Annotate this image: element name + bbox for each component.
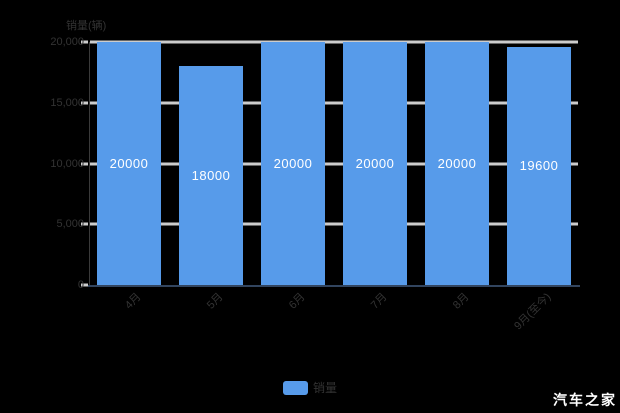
- bar-8月[interactable]: 20000: [425, 42, 489, 285]
- x-axis-label: 4月: [122, 291, 144, 312]
- bar-5月[interactable]: 18000: [179, 66, 243, 285]
- y-tick-label: 20,000: [50, 36, 84, 48]
- gridline: [90, 222, 578, 226]
- x-axis-label: 9月(至今): [512, 291, 554, 333]
- gridline: [90, 101, 578, 105]
- legend[interactable]: 销量: [0, 379, 620, 396]
- y-axis-tick: [81, 101, 88, 105]
- gridline: [90, 162, 578, 165]
- y-axis-tick: [81, 222, 88, 226]
- y-axis-title: 销量(辆): [66, 20, 107, 32]
- x-axis-label: 6月: [286, 291, 308, 312]
- y-axis-tick: [81, 40, 88, 44]
- bar-value-label: 20000: [273, 155, 313, 171]
- bar-7月[interactable]: 20000: [343, 42, 407, 285]
- bar-value-label: 20000: [109, 155, 149, 171]
- bar-value-label: 20000: [355, 155, 395, 171]
- y-tick-label: 10,000: [50, 157, 84, 170]
- legend-label: 销量: [312, 381, 337, 395]
- watermark-autohome: 汽车之家: [553, 392, 617, 408]
- y-axis-tick: [81, 162, 88, 165]
- x-axis-line: [88, 285, 580, 287]
- y-axis-tick: [81, 283, 88, 287]
- gridline: [90, 40, 578, 44]
- bar-6月[interactable]: 20000: [261, 42, 325, 285]
- bar-value-label: 20000: [437, 155, 477, 171]
- x-axis-label: 7月: [368, 291, 390, 312]
- y-tick-label: 15,000: [50, 96, 84, 109]
- bar-value-label: 19600: [519, 157, 559, 173]
- y-tick-label: 5,000: [56, 218, 84, 231]
- bar-value-label: 18000: [191, 167, 231, 183]
- x-axis-label: 8月: [450, 291, 472, 312]
- y-tick-label: 0: [77, 279, 84, 291]
- plot-area: 20000 18000 20000 20000 20000 19600: [81, 40, 580, 287]
- x-axis-label: 5月: [204, 291, 226, 312]
- y-axis-line: [89, 42, 90, 285]
- legend-swatch-icon: [282, 380, 308, 395]
- bar-9月(至今)[interactable]: 19600: [507, 46, 571, 285]
- bar-4月[interactable]: 20000: [97, 42, 161, 285]
